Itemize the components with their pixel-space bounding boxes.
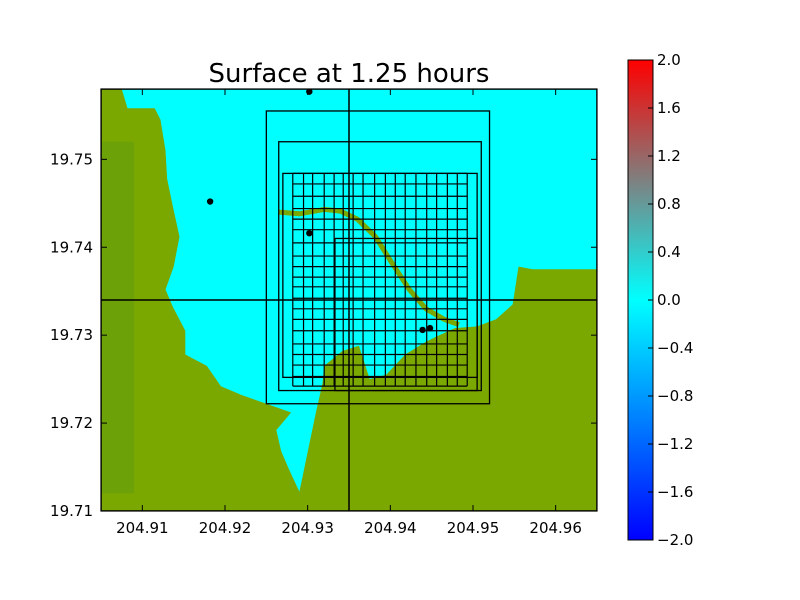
colorbar-tick-label: 0.0 [657,291,681,309]
amr-patch [265,110,491,405]
amr-grid-layer [101,89,597,511]
chart-title: Surface at 1.25 hours [209,59,490,89]
land-layer [101,89,597,511]
colorbar-tick-label: 1.6 [657,99,681,117]
amr-patch [348,299,597,511]
channel-line [278,206,460,327]
land-shading [101,141,135,494]
colorbar-tick-label: 1.2 [657,147,681,165]
x-tick-label: 204.93 [281,519,334,537]
colorbar-tick-label: −1.6 [657,483,693,501]
x-tick-label: 204.95 [447,519,500,537]
y-tick-label: 19.72 [50,414,93,432]
colorbar-tick-label: 0.4 [657,243,681,261]
colorbar-tick-label: 0.8 [657,195,681,213]
plot-area [101,89,597,511]
amr-patch [334,237,478,392]
x-tick-label: 204.91 [116,519,169,537]
colorbar-tick-label: −1.2 [657,435,693,453]
colorbar-tick-label: −2.0 [657,531,693,549]
gauge-point [206,198,214,205]
y-axis: 19.71 19.72 19.73 19.74 19.75 [50,150,597,520]
x-tick-label: 204.94 [364,519,417,537]
x-tick-label: 204.96 [529,519,582,537]
y-tick-label: 19.71 [50,502,93,520]
colorbar-ticks: 2.0 1.6 1.2 0.8 0.4 0.0 −0.4 −0.8 −1.2 −1.6 −2.0 [648,51,693,549]
x-tick-label: 204.92 [199,519,252,537]
y-tick-label: 19.74 [50,238,93,256]
y-tick-label: 19.73 [50,326,93,344]
y-tick-label: 19.75 [50,150,93,168]
channel-layer [278,206,460,327]
plot-frame [100,88,598,512]
colorbar-tick-label: 2.0 [657,51,681,69]
land-region [101,89,597,511]
gauge-layer [206,89,434,334]
colorbar-tick-label: −0.8 [657,387,693,405]
gauge-point [306,229,313,237]
x-axis: 204.91 204.92 204.93 204.94 204.95 204.96 [116,89,582,537]
colorbar-tick-label: −0.4 [657,339,693,357]
gauge-point [426,324,434,332]
colorbar: 2.0 1.6 1.2 0.8 0.4 0.0 −0.4 −0.8 −1.2 −1.6 −2.0 [627,51,693,549]
gauge-point [419,326,426,334]
